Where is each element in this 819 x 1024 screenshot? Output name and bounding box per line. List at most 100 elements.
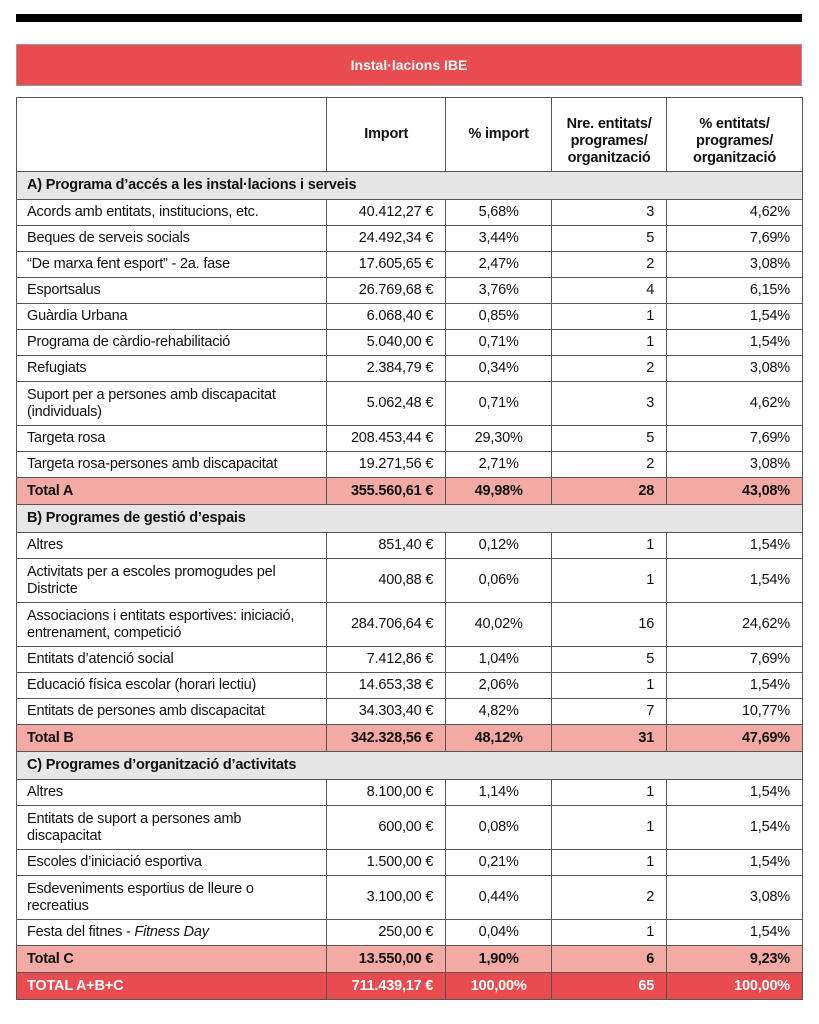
- import: 711.439,17 €: [326, 972, 447, 1000]
- grand-total-row: TOTAL A+B+C 711.439,17 €100,00% 65 100,00%: [15, 972, 803, 1000]
- table-row: Entitats de persones amb discapacitat 34.…: [15, 698, 803, 725]
- count: 1: [551, 329, 668, 356]
- row-label: Targeta rosa-persones amb discapacitat: [15, 451, 328, 478]
- row-label: Refugiats: [15, 355, 328, 382]
- pct-import: 0,71%: [445, 329, 553, 356]
- pct-import: 2,71%: [445, 451, 553, 478]
- pct-count: 43,08%: [666, 477, 803, 505]
- pct-import: 1,90%: [445, 945, 553, 973]
- count: 2: [551, 875, 668, 920]
- table-row: Entitats de suport a persones amb discap…: [15, 805, 803, 850]
- row-label: Esportsalus: [15, 277, 328, 304]
- pct-count: 7,69%: [666, 425, 803, 452]
- table-title: Instal·lacions IBE: [16, 44, 802, 86]
- row-label: Escoles d’iniciació esportiva: [15, 849, 328, 876]
- table-row: Educació física escolar (horari lectiu) 1…: [15, 672, 803, 699]
- row-label: Entitats de persones amb discapacitat: [15, 698, 328, 725]
- pct-import: 3,76%: [445, 277, 553, 304]
- header-pct-import: % import: [445, 97, 553, 172]
- count: 2: [551, 451, 668, 478]
- import: 208.453,44 €: [326, 425, 447, 452]
- pct-import: 0,06%: [445, 558, 553, 603]
- table-row: Entitats d’atenció social 7.412,86 €1,04%…: [15, 646, 803, 673]
- count: 6: [551, 945, 668, 973]
- count: 28: [551, 477, 668, 505]
- header-pct-count: % entitats/ programes/ organització: [666, 97, 803, 172]
- import: 851,40 €: [326, 532, 447, 559]
- row-label: Activitats per a escoles promogudes pel …: [15, 558, 328, 603]
- import: 17.605,65 €: [326, 251, 447, 278]
- pct-count: 1,54%: [666, 672, 803, 699]
- table-row: Targeta rosa-persones amb discapacitat 19…: [15, 451, 803, 478]
- pct-count: 1,54%: [666, 805, 803, 850]
- count: 1: [551, 558, 668, 603]
- count: 2: [551, 355, 668, 382]
- import: 250,00 €: [326, 919, 447, 946]
- row-label: Esdeveniments esportius de lleure o recr…: [15, 875, 328, 920]
- table-row: Targeta rosa 208.453,44 €29,30% 5 7,69%: [15, 425, 803, 452]
- table-row: Esdeveniments esportius de lleure o recr…: [15, 875, 803, 920]
- count: 1: [551, 849, 668, 876]
- pct-count: 1,54%: [666, 532, 803, 559]
- pct-import: 2,06%: [445, 672, 553, 699]
- pct-count: 47,69%: [666, 724, 803, 752]
- import: 284.706,64 €: [326, 602, 447, 647]
- table-row: Suport per a persones amb discapacitat (…: [15, 381, 803, 426]
- pct-import: 0,04%: [445, 919, 553, 946]
- import: 5.062,48 €: [326, 381, 447, 426]
- pct-import: 0,71%: [445, 381, 553, 426]
- row-label: Targeta rosa: [15, 425, 328, 452]
- row-label: Guàrdia Urbana: [15, 303, 328, 330]
- import: 26.769,68 €: [326, 277, 447, 304]
- pct-import: 29,30%: [445, 425, 553, 452]
- row-label: Programa de càrdio-rehabilitació: [15, 329, 328, 356]
- count: 16: [551, 602, 668, 647]
- pct-import: 0,44%: [445, 875, 553, 920]
- subtotal-row: Total C 13.550,00 €1,90% 6 9,23%: [15, 945, 803, 973]
- pct-count: 3,08%: [666, 251, 803, 278]
- count: 5: [551, 425, 668, 452]
- table-row: Altres 8.100,00 €1,14% 1 1,54%: [15, 779, 803, 806]
- pct-count: 3,08%: [666, 451, 803, 478]
- count: 1: [551, 303, 668, 330]
- count: 4: [551, 277, 668, 304]
- header-row: Import % import Nre. entitats/ programes…: [15, 97, 803, 172]
- section-header: C) Programes d’organització d’activitats: [16, 751, 803, 780]
- count: 31: [551, 724, 668, 752]
- row-label: Beques de serveis socials: [15, 225, 328, 252]
- count: 1: [551, 532, 668, 559]
- section-title: A) Programa d’accés a les instal·lacions…: [16, 171, 803, 200]
- import: 400,88 €: [326, 558, 447, 603]
- import: 14.653,38 €: [326, 672, 447, 699]
- import: 34.303,40 €: [326, 698, 447, 725]
- import: 7.412,86 €: [326, 646, 447, 673]
- table-row: Beques de serveis socials 24.492,34 €3,44…: [15, 225, 803, 252]
- pct-count: 1,54%: [666, 329, 803, 356]
- import: 355.560,61 €: [326, 477, 447, 505]
- count: 7: [551, 698, 668, 725]
- import: 24.492,34 €: [326, 225, 447, 252]
- count: 1: [551, 779, 668, 806]
- table-row: Acords amb entitats, institucions, etc. 4…: [15, 199, 803, 226]
- row-label: Associacions i entitats esportives: inic…: [15, 602, 328, 647]
- section-title: B) Programes de gestió d’espais: [16, 504, 803, 533]
- import: 19.271,56 €: [326, 451, 447, 478]
- header-blank: [15, 97, 328, 172]
- pct-count: 1,54%: [666, 779, 803, 806]
- count: 1: [551, 672, 668, 699]
- import: 13.550,00 €: [326, 945, 447, 973]
- count: 2: [551, 251, 668, 278]
- pct-import: 48,12%: [445, 724, 553, 752]
- pct-count: 4,62%: [666, 199, 803, 226]
- table-row: Associacions i entitats esportives: inic…: [15, 602, 803, 647]
- pct-count: 7,69%: [666, 646, 803, 673]
- pct-import: 0,34%: [445, 355, 553, 382]
- count: 5: [551, 646, 668, 673]
- row-label: Entitats de suport a persones amb discap…: [15, 805, 328, 850]
- table-row: “De marxa fent esport” - 2a. fase 17.605,…: [15, 251, 803, 278]
- pct-import: 100,00%: [445, 972, 553, 1000]
- count: 5: [551, 225, 668, 252]
- pct-count: 3,08%: [666, 355, 803, 382]
- table-row: Guàrdia Urbana 6.068,40 €0,85% 1 1,54%: [15, 303, 803, 330]
- import: 3.100,00 €: [326, 875, 447, 920]
